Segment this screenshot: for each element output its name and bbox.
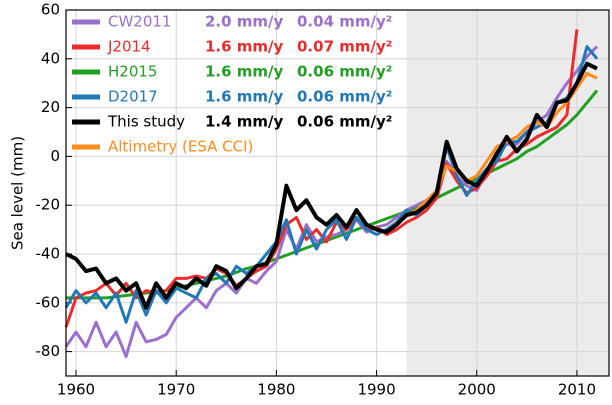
legend-label: CW2011 xyxy=(108,13,171,31)
legend-acceleration: 0.06 mm/y² xyxy=(297,63,392,81)
legend-acceleration: 0.06 mm/y² xyxy=(297,88,392,106)
series-line xyxy=(65,61,598,310)
legend-rate: 1.6 mm/y xyxy=(205,38,284,56)
legend-label: H2015 xyxy=(108,63,157,81)
y-tick-label: 0 xyxy=(50,147,60,165)
series-line xyxy=(64,45,599,358)
y-tick-label: -80 xyxy=(36,342,61,360)
x-tick-label: 1980 xyxy=(257,381,295,399)
legend-acceleration: 0.06 mm/y² xyxy=(297,113,392,131)
legend-label: D2017 xyxy=(108,88,158,106)
y-tick-label: -40 xyxy=(36,245,61,263)
y-tick-label: 40 xyxy=(41,49,60,67)
y-tick-label: 20 xyxy=(41,98,60,116)
legend-rate: 1.4 mm/y xyxy=(205,113,284,131)
legend-rate: 1.6 mm/y xyxy=(205,63,284,81)
legend-acceleration: 0.04 mm/y² xyxy=(297,13,392,31)
x-tick-label: 1990 xyxy=(357,381,395,399)
legend-label: Altimetry (ESA CCI) xyxy=(108,138,253,156)
plot-frame xyxy=(65,9,610,377)
x-tick-label: 1970 xyxy=(157,381,195,399)
y-axis-label: Sea level (mm) xyxy=(9,136,27,250)
legend-rate: 1.6 mm/y xyxy=(205,88,284,106)
y-tick-label: 60 xyxy=(41,1,60,19)
x-tick-label: 1960 xyxy=(57,381,95,399)
legend-rate: 2.0 mm/y xyxy=(205,13,284,31)
x-tick-label: 2000 xyxy=(458,381,496,399)
y-tick-label: -20 xyxy=(36,196,61,214)
y-tick-label: -60 xyxy=(36,293,61,311)
legend-acceleration: 0.07 mm/y² xyxy=(297,38,392,56)
legend-label: J2014 xyxy=(107,38,151,56)
x-tick-label: 2010 xyxy=(558,381,596,399)
legend-label: This study xyxy=(107,113,185,131)
